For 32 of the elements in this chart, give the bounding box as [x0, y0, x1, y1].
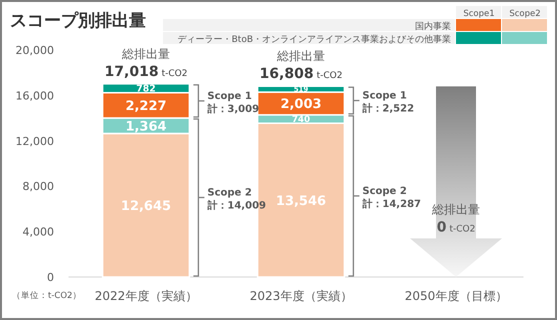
x-tick-label: 2023年度（実績）: [250, 289, 352, 303]
data-label: 740: [292, 115, 310, 126]
y-tick-label: 16,000: [16, 89, 54, 102]
data-label: 13,546: [276, 194, 326, 209]
y-tick-label: 0: [47, 271, 54, 284]
text: Scope2: [509, 9, 541, 19]
annotation: 総排出量: [121, 46, 170, 61]
legend-label: ディーラー・BtoB・オンラインアライアンス事業およびその他事業: [178, 34, 451, 45]
data-label: 1,364: [125, 119, 167, 134]
total-label: 17,018 t-CO2: [104, 64, 188, 80]
y-tick-label: 4,000: [22, 226, 54, 239]
text: Scope1: [463, 9, 495, 19]
annotation: Scope 1 計：3,009: [206, 90, 260, 115]
y-tick-label: 8,000: [22, 180, 54, 194]
data-label: 2,003: [280, 97, 322, 112]
y-tick-label: 12,000: [16, 134, 54, 148]
x-tick-label: 2050年度（目標）: [404, 289, 508, 303]
text: （単位：t-CO2）: [12, 290, 82, 301]
data-label: 2,227: [125, 99, 167, 114]
y-tick-label: 20,000: [16, 44, 54, 57]
chart-title: スコープ別排出量: [10, 11, 146, 31]
total-label: 0 t-CO2: [436, 220, 476, 236]
annotation: Scope 2 計：14,287: [361, 186, 422, 210]
data-label: 12,645: [120, 198, 172, 214]
total-label: 16,808 t-CO2: [260, 66, 342, 82]
annotation: Scope 1 計：2,522: [361, 90, 414, 115]
legend-label: 国内事業: [415, 21, 451, 32]
x-tick-label: 2022年度（実績）: [94, 289, 198, 303]
annotation: Scope 2 計：14,009: [206, 188, 266, 212]
annotation: 総排出量: [431, 202, 480, 217]
annotation: 総排出量: [276, 49, 325, 64]
data-label: 782: [136, 84, 156, 95]
